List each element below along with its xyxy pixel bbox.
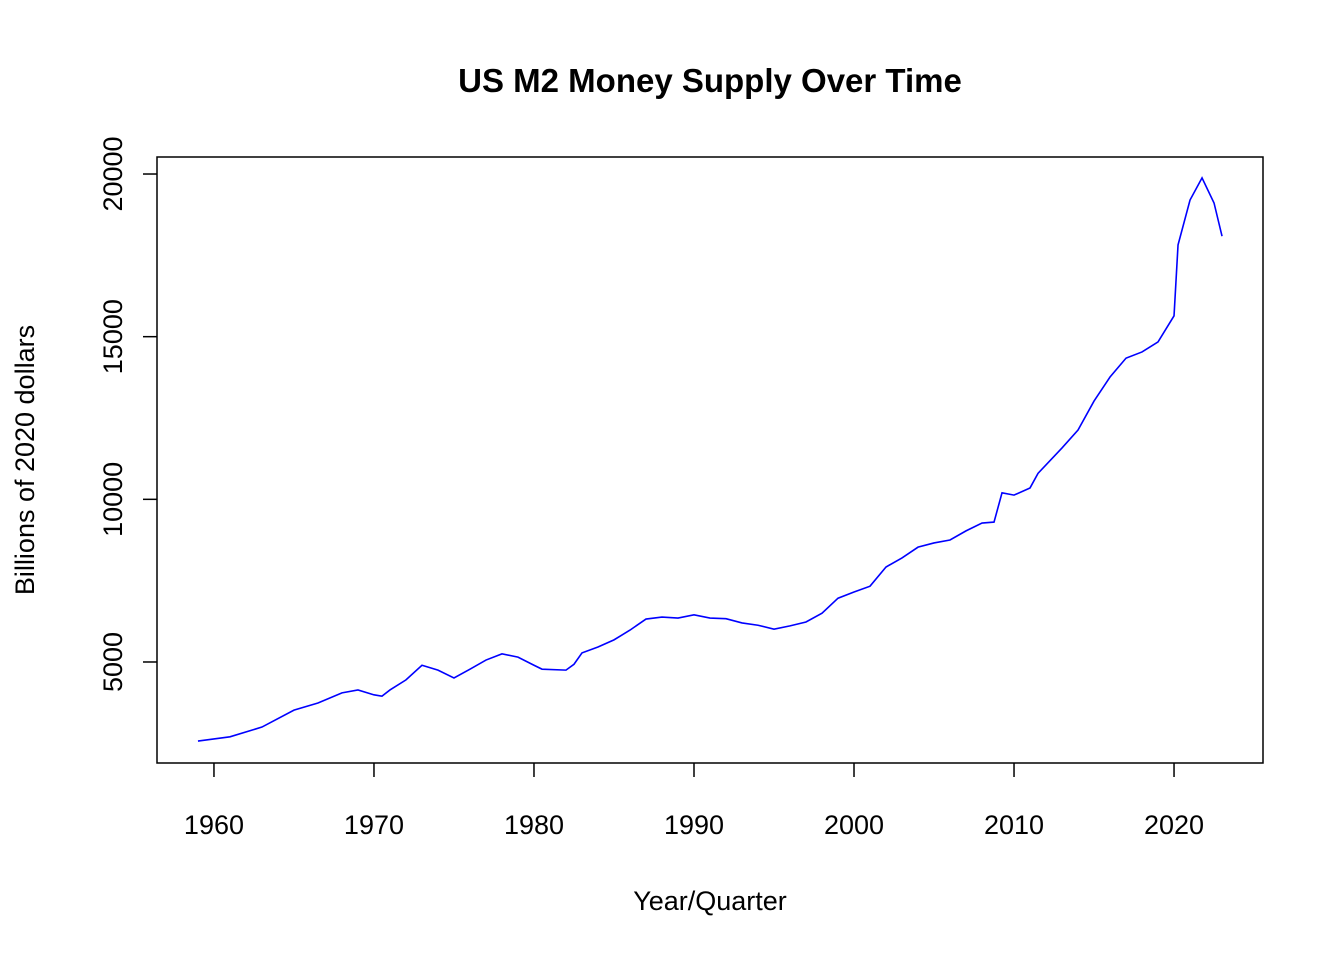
x-tick-label: 1990 bbox=[664, 810, 724, 840]
x-tick-label: 1970 bbox=[344, 810, 404, 840]
x-tick-label: 2010 bbox=[984, 810, 1044, 840]
plot-frame bbox=[156, 156, 1264, 764]
x-tick-label: 2000 bbox=[824, 810, 884, 840]
y-tick-label: 20000 bbox=[98, 136, 128, 211]
y-tick-label: 15000 bbox=[98, 299, 128, 374]
y-tick-label: 10000 bbox=[98, 462, 128, 537]
data-line bbox=[197, 176, 1223, 742]
x-tick-label: 1980 bbox=[504, 810, 564, 840]
y-tick-label: 5000 bbox=[98, 632, 128, 692]
chart-title: US M2 Money Supply Over Time bbox=[458, 62, 962, 99]
x-axis-label: Year/Quarter bbox=[633, 886, 787, 916]
x-tick-label: 2020 bbox=[1144, 810, 1204, 840]
y-axis-label: Billions of 2020 dollars bbox=[10, 325, 40, 595]
x-tick-label: 1960 bbox=[184, 810, 244, 840]
